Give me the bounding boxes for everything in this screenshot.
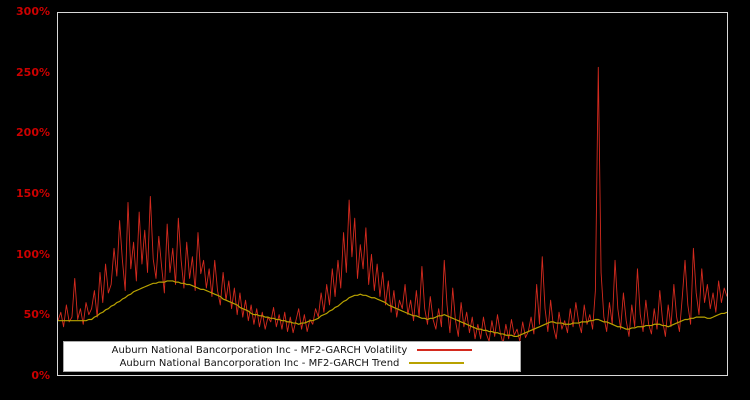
y-tick-label: 300% xyxy=(16,5,50,18)
legend: Auburn National Bancorporation Inc - MF2… xyxy=(63,341,521,372)
y-tick-label: 0% xyxy=(31,369,50,382)
legend-label-trend: Auburn National Bancorporation Inc - MF2… xyxy=(119,357,400,369)
y-tick-label: 50% xyxy=(23,308,50,322)
legend-item-volatility: Auburn National Bancorporation Inc - MF2… xyxy=(68,344,516,356)
volatility-line-swatch xyxy=(417,349,473,351)
volatility-line xyxy=(58,66,727,345)
y-tick-label: 200% xyxy=(16,126,50,140)
legend-item-trend: Auburn National Bancorporation Inc - MF2… xyxy=(68,357,516,369)
chart-canvas xyxy=(58,66,727,345)
y-tick-label: 150% xyxy=(16,187,50,200)
y-tick-label: 250% xyxy=(16,65,50,79)
y-tick-label: 100% xyxy=(16,247,50,261)
plot-area: Auburn National Bancorporation Inc - MF2… xyxy=(57,12,728,376)
trend-line-swatch xyxy=(409,362,465,364)
trend-line xyxy=(58,280,727,338)
legend-label-volatility: Auburn National Bancorporation Inc - MF2… xyxy=(111,344,408,356)
